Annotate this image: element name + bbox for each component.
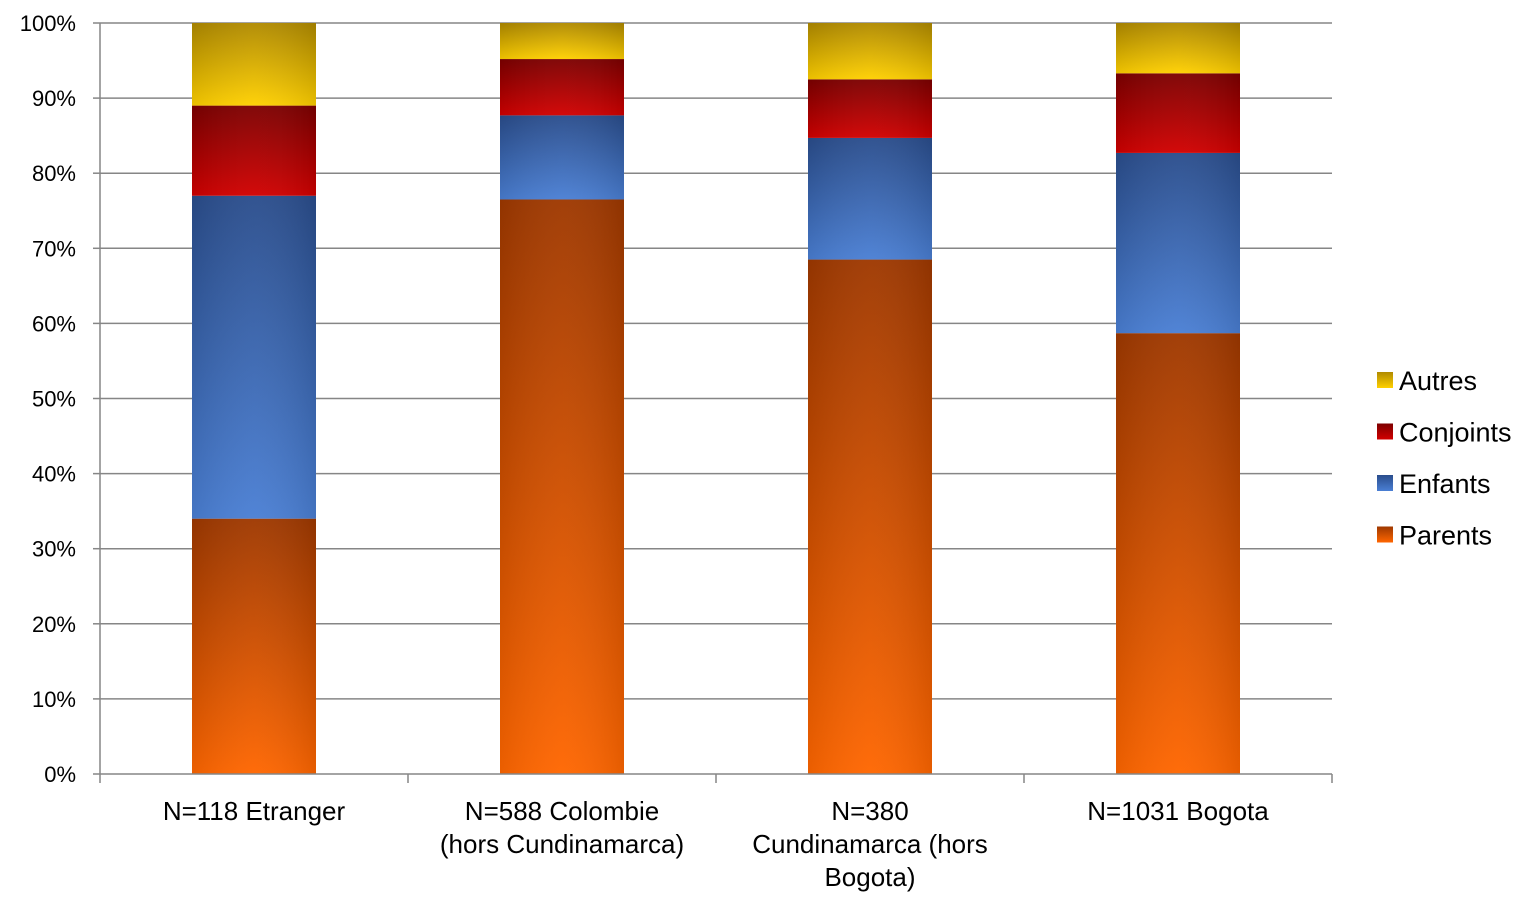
bar-shading bbox=[1116, 23, 1240, 74]
bar-shading bbox=[192, 23, 316, 106]
y-tick-label: 20% bbox=[32, 612, 76, 637]
y-tick-label: 0% bbox=[44, 762, 76, 787]
legend-swatch bbox=[1377, 475, 1393, 491]
bar-segment-parents bbox=[808, 259, 932, 774]
bar-shading bbox=[808, 79, 932, 138]
axes bbox=[93, 22, 1333, 783]
x-category-label-line: N=380 bbox=[831, 796, 908, 826]
bar-segment-enfants bbox=[808, 137, 932, 260]
x-category-label-line: Bogota) bbox=[824, 862, 915, 892]
bar-segment-conjoints bbox=[192, 105, 316, 196]
bar-segment-conjoints bbox=[500, 59, 624, 116]
x-category-label-line: Cundinamarca (hors bbox=[752, 829, 988, 859]
bar-shading bbox=[500, 115, 624, 200]
legend-item-parents: Parents bbox=[1377, 521, 1492, 551]
y-tick-label: 80% bbox=[32, 161, 76, 186]
legend-label: Autres bbox=[1399, 366, 1477, 396]
legend-item-conjoints: Conjoints bbox=[1377, 418, 1512, 448]
bar-shading bbox=[808, 23, 932, 80]
x-category-labels: N=118 Etranger N=588 Colombie (hors Cundin… bbox=[163, 796, 1269, 892]
y-tick-label: 50% bbox=[32, 387, 76, 412]
y-tick-label: 90% bbox=[32, 86, 76, 111]
bar-segment-enfants bbox=[1116, 152, 1240, 334]
x-category-label-line: N=588 Colombie bbox=[465, 796, 659, 826]
bar-shading bbox=[1116, 152, 1240, 334]
x-category-label: N=380 Cundinamarca (hors Bogota) bbox=[752, 796, 988, 892]
bar-segment-autres bbox=[500, 23, 624, 60]
bar-segment-parents bbox=[192, 518, 316, 774]
x-category-label-line: (hors Cundinamarca) bbox=[440, 829, 684, 859]
legend-swatch bbox=[1377, 526, 1393, 543]
x-category-label-line: N=118 Etranger bbox=[163, 796, 346, 826]
bar-shading bbox=[808, 259, 932, 774]
y-tick-label: 60% bbox=[32, 311, 76, 336]
bar-shading bbox=[808, 137, 932, 260]
legend-label: Conjoints bbox=[1399, 418, 1512, 448]
legend-item-enfants: Enfants bbox=[1377, 469, 1491, 499]
x-category-label: N=118 Etranger bbox=[163, 796, 346, 826]
y-tick-label: 40% bbox=[32, 462, 76, 487]
x-category-label-line: N=1031 Bogota bbox=[1087, 796, 1269, 826]
bar-shading bbox=[192, 195, 316, 519]
bar-segment-parents bbox=[1116, 333, 1240, 774]
bar-segment-parents bbox=[500, 199, 624, 775]
legend-label: Enfants bbox=[1399, 469, 1491, 499]
bar-shading bbox=[192, 105, 316, 196]
y-tick-labels: 0% 10% 20% 30% 40% 50% 60% 70% 80% 90% 100% bbox=[20, 11, 76, 787]
bar-segment-conjoints bbox=[1116, 73, 1240, 153]
bar-segment-enfants bbox=[192, 195, 316, 519]
bars bbox=[192, 23, 1240, 775]
bar-shading bbox=[500, 23, 624, 60]
bar-shading bbox=[500, 199, 624, 775]
legend-swatch bbox=[1377, 423, 1393, 440]
x-category-label: N=1031 Bogota bbox=[1087, 796, 1269, 826]
x-category-label: N=588 Colombie (hors Cundinamarca) bbox=[440, 796, 684, 859]
y-tick-label: 70% bbox=[32, 236, 76, 261]
bar-segment-autres bbox=[192, 23, 316, 106]
bar-segment-autres bbox=[1116, 23, 1240, 74]
legend-swatch bbox=[1377, 372, 1393, 388]
y-tick-label: 100% bbox=[20, 11, 76, 36]
legend: Autres Conjoints Enfants Parents bbox=[1377, 366, 1512, 551]
bar-shading bbox=[192, 518, 316, 774]
y-tick-label: 30% bbox=[32, 537, 76, 562]
bar-shading bbox=[500, 59, 624, 116]
bar-shading bbox=[1116, 73, 1240, 153]
bar-segment-conjoints bbox=[808, 79, 932, 138]
bar-segment-enfants bbox=[500, 115, 624, 200]
bar-shading bbox=[1116, 333, 1240, 774]
y-tick-label: 10% bbox=[32, 687, 76, 712]
legend-label: Parents bbox=[1399, 521, 1492, 551]
legend-item-autres: Autres bbox=[1377, 366, 1477, 396]
bar-segment-autres bbox=[808, 23, 932, 80]
